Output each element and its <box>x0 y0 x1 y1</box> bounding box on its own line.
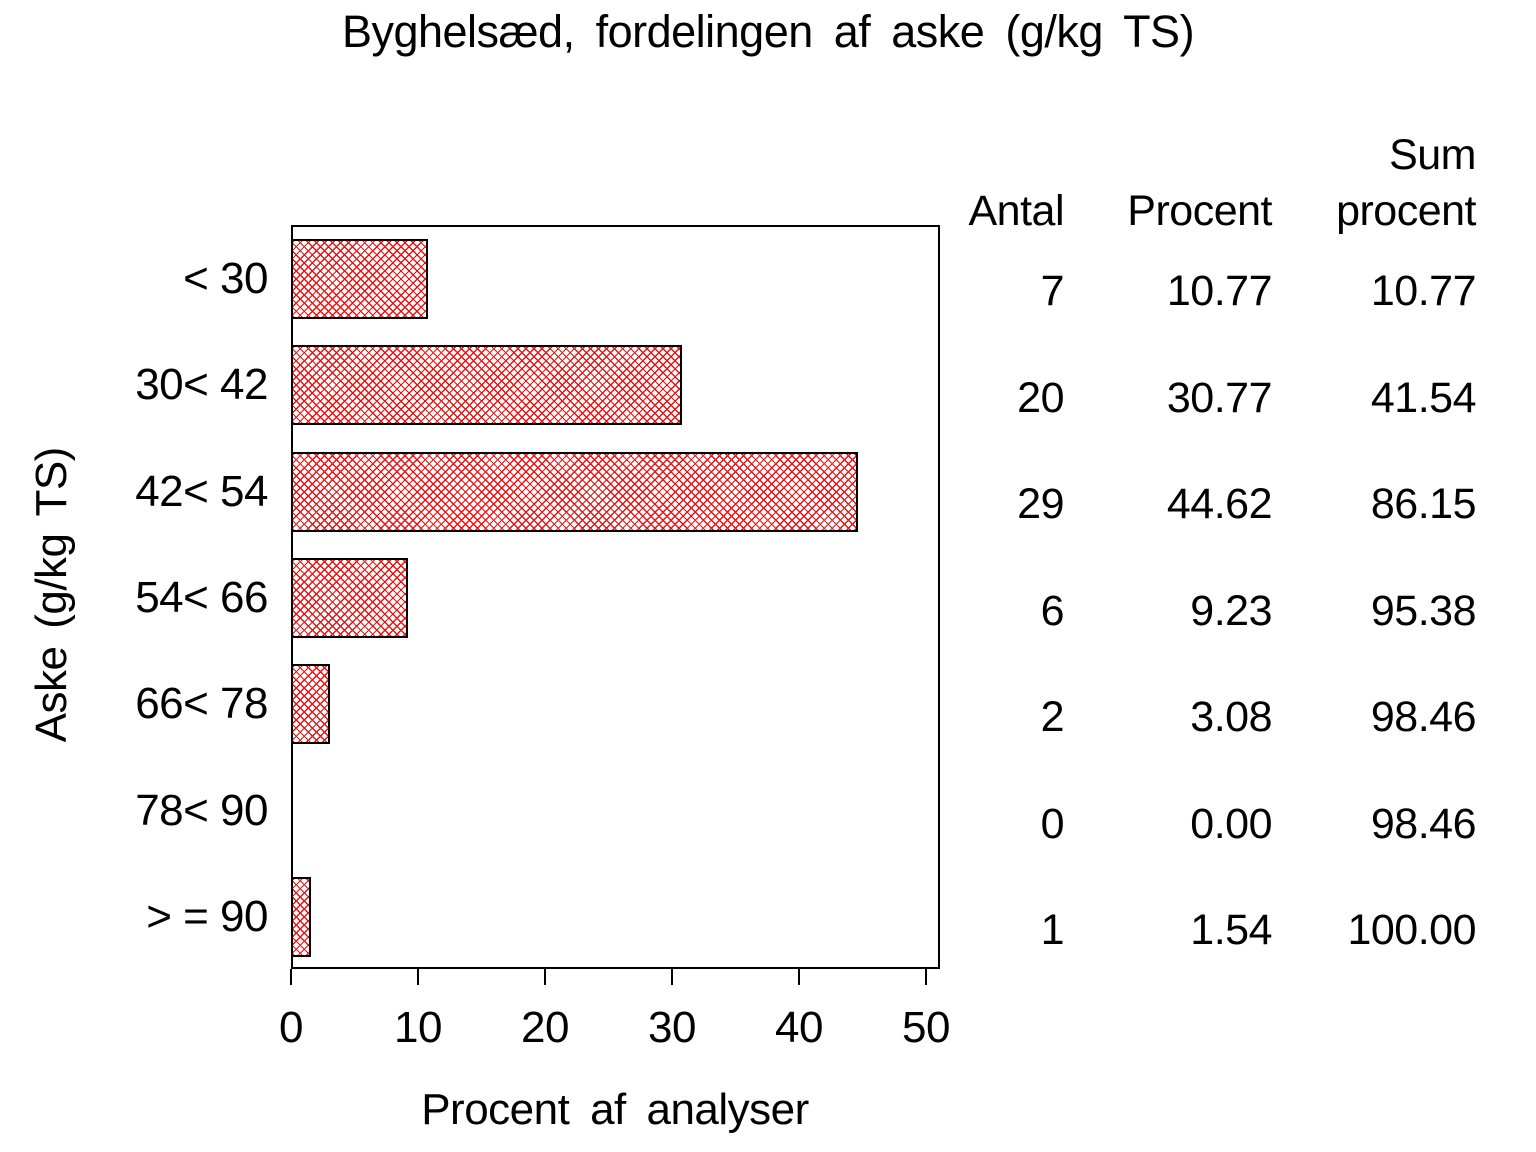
table-header-antal: Antal <box>968 187 1064 235</box>
x-tick-label: 10 <box>394 1003 442 1052</box>
table-cell-sum_procent: 98.46 <box>1370 693 1477 741</box>
table-cell-antal: 29 <box>1017 480 1064 528</box>
table-cell-procent: 10.77 <box>1166 267 1273 315</box>
x-tick-label: 40 <box>775 1003 823 1052</box>
table-cell-antal: 20 <box>1017 373 1064 422</box>
x-tick <box>417 969 419 985</box>
table-cell-sum_procent: 100.00 <box>1347 906 1476 954</box>
category-label: 30< 42 <box>135 360 268 410</box>
table-cell-antal: 0 <box>1040 799 1065 848</box>
category-label: < 30 <box>183 254 268 303</box>
x-tick <box>798 969 800 985</box>
category-label: > = 90 <box>146 891 268 941</box>
table-cell-procent: 30.77 <box>1166 373 1273 422</box>
table-cell-procent: 0.00 <box>1190 799 1272 848</box>
x-axis-label: Procent af analyser <box>421 1085 809 1134</box>
table-cell-procent: 3.08 <box>1190 693 1272 741</box>
bar-30 <box>291 239 428 319</box>
x-tick-label: 30 <box>648 1003 696 1052</box>
bar-3042 <box>291 345 682 426</box>
x-tick <box>671 969 673 985</box>
table-header-procent: Procent <box>1127 187 1272 235</box>
bar-4254 <box>291 451 858 532</box>
category-label: 42< 54 <box>135 466 268 516</box>
chart-title: Byghelsæd, fordelingen af aske (g/kg TS) <box>341 6 1195 57</box>
x-tick <box>925 969 927 985</box>
table-cell-sum_procent: 10.77 <box>1370 267 1477 315</box>
x-tick <box>544 969 546 985</box>
bar-5466 <box>291 557 408 638</box>
x-tick-label: 0 <box>279 1003 303 1052</box>
table-cell-sum_procent: 95.38 <box>1370 586 1477 635</box>
table-cell-antal: 6 <box>1040 586 1065 635</box>
table-cell-antal: 1 <box>1040 906 1065 954</box>
table-cell-sum_procent: 86.15 <box>1370 480 1477 528</box>
table-cell-sum_procent: 41.54 <box>1370 373 1477 422</box>
table-cell-sum_procent: 98.46 <box>1370 799 1477 848</box>
bar-6678 <box>291 664 330 745</box>
table-header-sum_procent: procent <box>1336 187 1476 235</box>
table-header-sum_procent: Sum <box>1389 131 1476 179</box>
table-cell-antal: 7 <box>1040 267 1065 315</box>
table-cell-procent: 1.54 <box>1190 906 1272 954</box>
x-tick-label: 50 <box>902 1003 950 1052</box>
category-label: 66< 78 <box>135 679 268 729</box>
category-label: 54< 66 <box>135 572 268 622</box>
table-cell-antal: 2 <box>1040 693 1065 741</box>
bar-90 <box>291 876 311 957</box>
category-label: 78< 90 <box>135 785 268 835</box>
table-cell-procent: 9.23 <box>1190 586 1272 635</box>
x-tick-label: 20 <box>521 1003 569 1052</box>
x-tick <box>290 969 292 985</box>
table-cell-procent: 44.62 <box>1166 480 1273 528</box>
